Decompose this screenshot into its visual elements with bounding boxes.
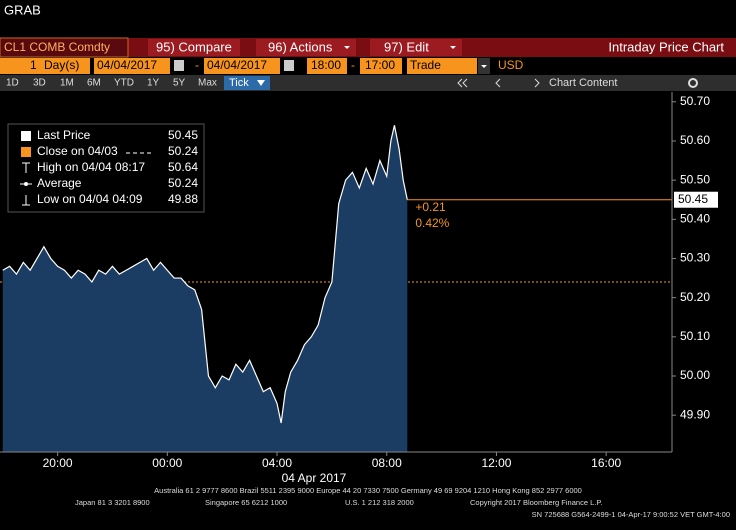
change-pct: 0.42% bbox=[415, 216, 449, 230]
range-bar bbox=[0, 75, 736, 91]
currency: USD bbox=[498, 58, 524, 72]
chart-content[interactable]: Chart Content bbox=[549, 77, 617, 89]
y-tick-label: 49.90 bbox=[680, 407, 710, 421]
button-label: 95) Compare bbox=[156, 39, 232, 54]
legend-value: 49.88 bbox=[168, 192, 198, 206]
separator: - bbox=[351, 58, 355, 72]
scroll-left-fast[interactable] bbox=[457, 78, 468, 88]
legend-label: Last Price bbox=[37, 128, 91, 142]
dropdown-arrow bbox=[481, 65, 487, 68]
legend-icon bbox=[21, 131, 31, 141]
end-time: 17:00 bbox=[365, 58, 395, 72]
security-box[interactable] bbox=[0, 37, 129, 58]
calendar-icon[interactable] bbox=[174, 60, 184, 71]
x-tick-label: 12:00 bbox=[481, 456, 511, 470]
y-tick-label: 50.00 bbox=[680, 368, 710, 382]
legend-label: Close on 04/03 bbox=[37, 144, 118, 158]
x-tick-label: 04:00 bbox=[262, 456, 292, 470]
range-button[interactable]: 1Y bbox=[147, 78, 160, 89]
period-count: 1 bbox=[30, 58, 37, 72]
last-price-box bbox=[674, 191, 718, 208]
settings-icon[interactable] bbox=[688, 78, 698, 88]
field[interactable] bbox=[407, 58, 477, 74]
field[interactable] bbox=[0, 58, 90, 74]
period-unit: Day(s) bbox=[44, 58, 79, 72]
legend-value: 50.24 bbox=[168, 176, 198, 190]
x-tick-label: 00:00 bbox=[152, 456, 182, 470]
legend-label: Low on 04/04 04:09 bbox=[37, 192, 143, 206]
footer: Australia 61 2 9777 8600 Brazil 5511 239… bbox=[154, 486, 582, 495]
range-selected[interactable] bbox=[224, 76, 270, 90]
range-button[interactable]: 3D bbox=[33, 78, 46, 89]
dropdown-arrow bbox=[450, 46, 456, 49]
change: +0.21 bbox=[415, 200, 446, 214]
legend-icon bbox=[24, 182, 28, 186]
y-tick-label: 50.30 bbox=[680, 251, 710, 265]
footer: Japan 81 3 3201 8900 bbox=[75, 498, 150, 507]
range-button[interactable]: 5Y bbox=[173, 78, 186, 89]
range-button[interactable]: 6M bbox=[87, 78, 101, 89]
footer: Copyright 2017 Bloomberg Finance L.P. bbox=[470, 498, 602, 507]
legend-icon bbox=[21, 147, 31, 157]
footer: Singapore 65 6212 1000 bbox=[205, 498, 287, 507]
separator: - bbox=[195, 58, 199, 72]
y-tick-label: 50.70 bbox=[680, 94, 710, 108]
legend-label: High on 04/04 08:17 bbox=[37, 160, 145, 174]
legend-value: 50.24 bbox=[168, 144, 198, 158]
legend-label: Average bbox=[37, 176, 82, 190]
footer: U.S. 1 212 318 2000 bbox=[345, 498, 414, 507]
legend-icon bbox=[22, 195, 30, 206]
x-tick-label: 16:00 bbox=[591, 456, 621, 470]
plot: +0.21 0.42% 50.70 50.60 50.50 50.40 50.30 50.20… bbox=[0, 92, 718, 470]
calendar-icon[interactable] bbox=[284, 60, 294, 71]
x-sublabel: 04 Apr 2017 bbox=[282, 471, 347, 485]
range-button[interactable]: 1D bbox=[6, 78, 19, 89]
field[interactable] bbox=[94, 58, 170, 74]
x-tick-label: 08:00 bbox=[372, 456, 402, 470]
field-name: Trade bbox=[410, 58, 441, 72]
window-title: GRAB bbox=[4, 2, 41, 17]
dropdown-arrow bbox=[257, 80, 265, 86]
x-tick-label: 20:00 bbox=[43, 456, 73, 470]
range-button[interactable]: 1M bbox=[60, 78, 74, 89]
y-tick-label: 50.60 bbox=[680, 133, 710, 147]
legend-box bbox=[7, 123, 205, 213]
footer: SN 725688 G564-2499-1 04-Apr-17 9:00:52 … bbox=[532, 510, 730, 519]
y-tick-label: 50.10 bbox=[680, 329, 710, 343]
legend-value: 50.64 bbox=[168, 160, 198, 174]
button[interactable] bbox=[148, 39, 240, 56]
scroll-right[interactable] bbox=[534, 78, 540, 88]
start-time: 18:00 bbox=[311, 58, 341, 72]
range-button[interactable]: Max bbox=[198, 78, 217, 89]
range-button[interactable]: YTD bbox=[114, 78, 134, 89]
y-tick-label: 50.50 bbox=[680, 172, 710, 186]
start-date: 04/04/2017 bbox=[97, 58, 157, 72]
field[interactable] bbox=[204, 58, 280, 74]
button-label: 96) Actions bbox=[268, 39, 333, 54]
button[interactable] bbox=[370, 39, 462, 56]
scroll-left[interactable] bbox=[495, 78, 501, 88]
last-price-label: 50.45 bbox=[678, 192, 708, 206]
field[interactable] bbox=[307, 58, 347, 74]
security: CL1 COMB Comdty bbox=[4, 40, 110, 54]
end-date: 04/04/2017 bbox=[207, 58, 267, 72]
range-label: Tick bbox=[229, 77, 249, 89]
area-fill bbox=[2, 125, 408, 453]
range-buttons: 1D 3D 1M 6M YTD 1Y 5Y Max bbox=[6, 78, 217, 89]
legend-value: 50.45 bbox=[168, 128, 198, 142]
button-label: 97) Edit bbox=[384, 39, 429, 54]
function-name: Intraday Price Chart bbox=[608, 39, 724, 54]
field[interactable] bbox=[360, 58, 402, 74]
legend-icon bbox=[22, 162, 30, 173]
y-tick-label: 50.40 bbox=[680, 211, 710, 225]
button[interactable] bbox=[256, 39, 356, 56]
price-line bbox=[2, 125, 408, 424]
dropdown-arrow bbox=[344, 46, 350, 49]
y-tick-label: 50.20 bbox=[680, 290, 710, 304]
